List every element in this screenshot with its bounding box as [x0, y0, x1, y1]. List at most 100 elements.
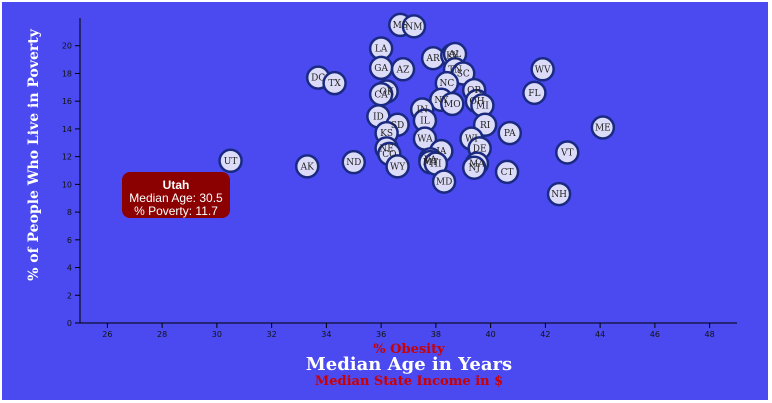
state-abbr-label: WY — [390, 162, 406, 172]
state-abbr-label: RI — [480, 121, 491, 131]
state-abbr-label: WI — [465, 135, 478, 145]
state-abbr-label: OH — [469, 97, 484, 107]
tooltip-poverty: % Poverty: 11.7 — [134, 204, 218, 218]
state-marker[interactable] — [294, 154, 320, 179]
state-abbr-label: AR — [425, 54, 439, 64]
y-axis-title[interactable]: % of People Who Live in Poverty — [26, 28, 42, 281]
y-tick-label: 6 — [67, 236, 72, 245]
x-tick-label: 34 — [321, 330, 331, 339]
state-abbr-label: DE — [473, 144, 487, 154]
state-abbr-label: WA — [417, 135, 433, 145]
state-abbr-label: SD — [391, 121, 404, 131]
y-tick-label: 16 — [62, 97, 72, 106]
y-tick-label: 10 — [62, 180, 72, 189]
state-marker[interactable] — [390, 57, 416, 82]
tooltip-state-name: Utah — [162, 178, 190, 192]
x-tick-label: 32 — [267, 330, 277, 339]
x-tick-label: 26 — [102, 330, 112, 339]
state-abbr-label: NJ — [468, 164, 480, 174]
state-abbr-label: SC — [457, 69, 470, 79]
state-marker[interactable] — [555, 140, 580, 165]
state-marker[interactable] — [522, 80, 547, 106]
state-abbr-label: MI — [476, 101, 489, 111]
state-marker[interactable] — [401, 14, 427, 39]
state-abbr-label: KY — [446, 51, 459, 61]
state-abbr-label: IN — [416, 106, 428, 116]
state-abbr-label: MD — [436, 178, 452, 188]
state-marker[interactable] — [530, 57, 555, 82]
x-tick-label: 40 — [486, 330, 496, 339]
state-abbr-label: MO — [444, 100, 461, 110]
x-axis-option-median-age[interactable]: Median Age in Years — [306, 354, 512, 375]
state-abbr-label: IL — [420, 117, 430, 127]
state-abbr-label: LA — [375, 45, 388, 55]
state-abbr-label: VA — [423, 155, 437, 165]
state-marker[interactable] — [461, 155, 487, 180]
axes-group: 26 28 30 32 34 36 38 40 42 44 46 480246810121416182… — [62, 18, 737, 339]
y-tick-label: 20 — [62, 42, 72, 51]
state-abbr-label: ME — [595, 124, 611, 134]
y-tick-label: 8 — [67, 208, 72, 217]
state-abbr-label: CO — [382, 150, 396, 160]
y-tick-label: 12 — [62, 153, 72, 162]
state-abbr-label: OR — [467, 86, 481, 96]
markers-group — [218, 12, 616, 207]
x-tick-label: 42 — [540, 330, 550, 339]
state-abbr-label: DC — [311, 74, 325, 84]
state-abbr-label: NE — [379, 144, 393, 154]
state-marker[interactable] — [218, 148, 243, 174]
x-tick-label: 30 — [212, 330, 222, 339]
state-marker[interactable] — [590, 115, 616, 140]
state-marker[interactable] — [385, 154, 410, 179]
state-abbr-label: CA — [374, 90, 388, 100]
x-tick-label: 28 — [157, 330, 167, 339]
state-abbr-label: NY — [434, 96, 449, 106]
state-abbr-label: IA — [436, 147, 447, 157]
x-axis-option-median-income[interactable]: Median State Income in $ — [315, 374, 503, 389]
state-marker[interactable] — [494, 159, 520, 185]
state-abbr-label: NH — [551, 190, 567, 200]
state-abbr-label: ND — [346, 158, 361, 168]
state-marker[interactable] — [497, 120, 523, 146]
state-abbr-label: AL — [448, 50, 461, 60]
state-marker[interactable] — [440, 91, 465, 117]
state-abbr-label: PA — [504, 129, 516, 139]
state-abbr-label: NM — [405, 22, 422, 32]
state-marker[interactable] — [431, 169, 457, 194]
state-abbr-label: ID — [373, 112, 384, 122]
state-marker[interactable] — [546, 181, 572, 207]
x-tick-label: 48 — [705, 330, 715, 339]
state-abbr-label: GA — [374, 64, 388, 74]
state-abbr-label: MS — [393, 21, 408, 31]
state-tooltip: Utah Median Age: 30.5 % Poverty: 11.7 — [122, 172, 230, 218]
state-abbr-label: NC — [439, 79, 454, 89]
y-tick-label: 0 — [67, 319, 72, 328]
state-abbr-label: TX — [328, 79, 341, 89]
state-abbr-label: AK — [300, 162, 314, 172]
state-abbr-label: AZ — [396, 65, 410, 75]
state-abbr-label: WV — [535, 65, 551, 75]
state-abbr-label: FL — [528, 89, 540, 99]
state-abbr-label: MT — [423, 158, 438, 168]
state-abbr-label: HI — [430, 160, 442, 170]
state-abbr-label: CT — [501, 168, 514, 178]
y-tick-label: 18 — [62, 69, 72, 78]
y-tick-label: 14 — [62, 125, 72, 134]
state-abbr-label: MA — [469, 160, 485, 170]
x-tick-label: 36 — [376, 330, 386, 339]
state-abbr-label: OK — [380, 87, 394, 97]
y-tick-label: 4 — [67, 264, 72, 273]
x-tick-label: 46 — [650, 330, 660, 339]
state-abbr-label: KS — [380, 129, 393, 139]
state-marker[interactable] — [341, 149, 366, 175]
x-tick-label: 44 — [595, 330, 605, 339]
x-axis-option-obesity[interactable]: % Obesity — [373, 342, 445, 357]
tooltip-median-age: Median Age: 30.5 — [129, 191, 223, 205]
y-tick-label: 2 — [67, 291, 72, 300]
state-abbr-label: TN — [448, 65, 462, 75]
state-marker[interactable] — [322, 70, 347, 96]
x-tick-label: 38 — [431, 330, 441, 339]
